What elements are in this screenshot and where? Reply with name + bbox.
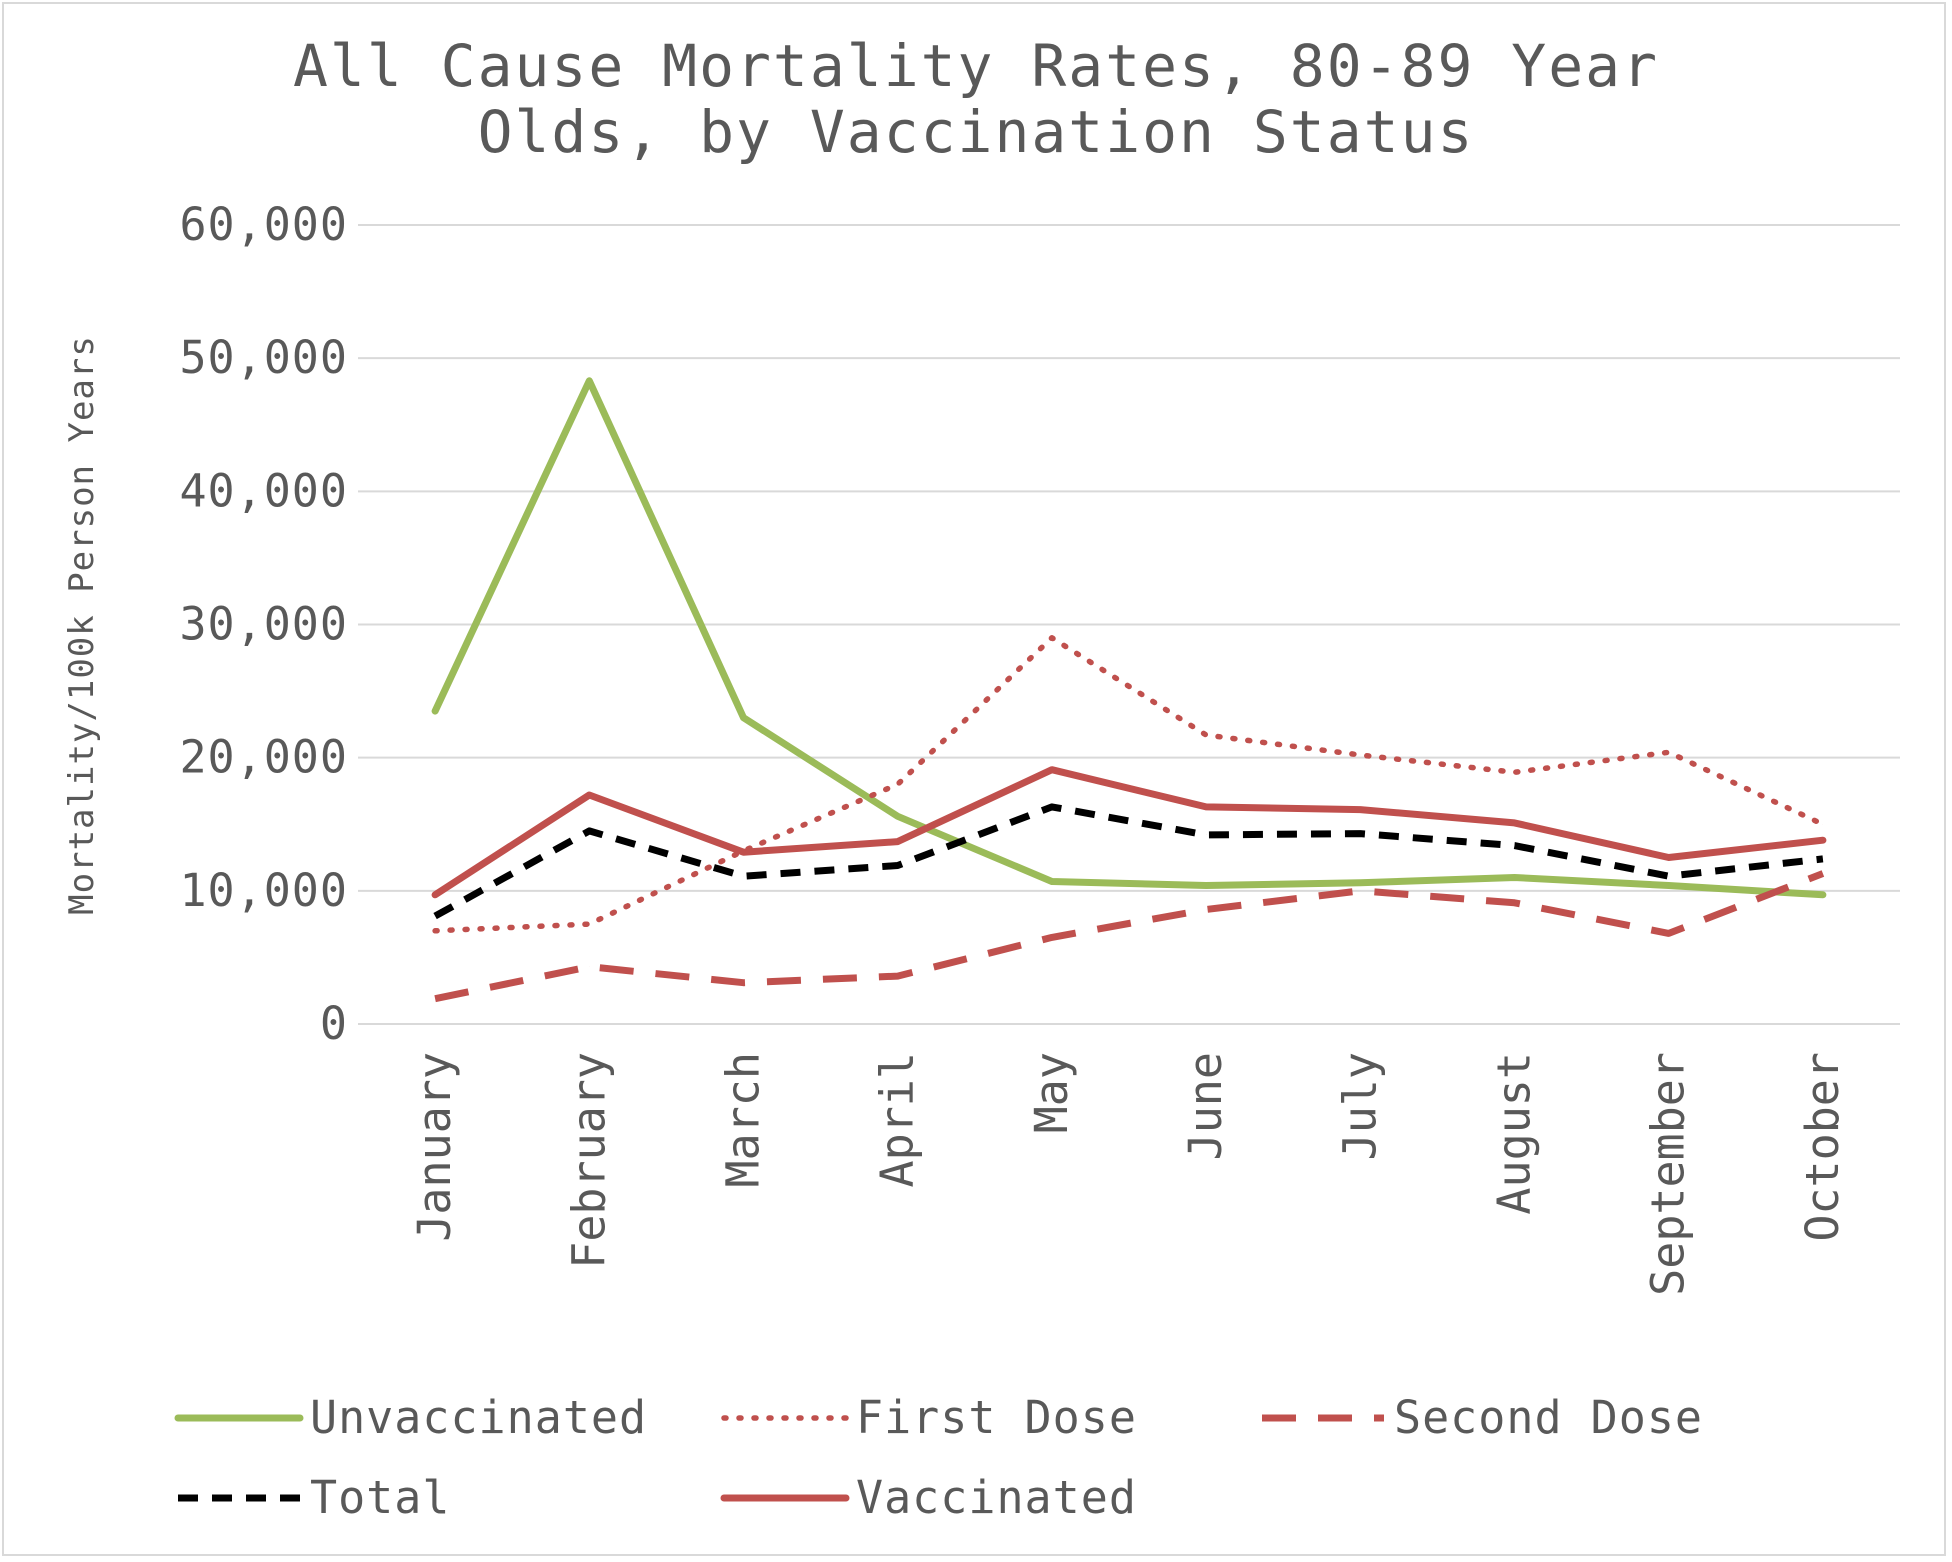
series-line <box>433 803 1824 920</box>
series-line <box>431 766 1827 899</box>
x-tick-label: May <box>1025 1052 1078 1133</box>
x-tick-label: March <box>717 1052 770 1187</box>
y-axis-label: Mortality/100k Person Years <box>62 335 102 915</box>
legend-label: First Dose <box>856 1391 1137 1444</box>
y-tick-label: 20,000 <box>179 731 348 784</box>
legend-label: Total <box>310 1471 450 1524</box>
y-tick-label: 0 <box>320 997 348 1050</box>
y-tick-label: 60,000 <box>179 198 348 251</box>
x-tick-label: February <box>562 1052 615 1269</box>
series-line <box>431 377 1827 899</box>
x-axis-ticks: January February March April May June July Augu… <box>408 1052 1849 1296</box>
x-tick-label: June <box>1179 1052 1232 1160</box>
x-tick-label: April <box>871 1052 924 1187</box>
y-tick-label: 30,000 <box>179 598 348 651</box>
legend-label: Second Dose <box>1394 1391 1703 1444</box>
y-tick-label: 10,000 <box>179 864 348 917</box>
chart-title-line-1: All Cause Mortality Rates, 80-89 Year <box>293 32 1659 100</box>
x-tick-label: September <box>1642 1052 1695 1296</box>
y-tick-label: 50,000 <box>179 331 348 384</box>
series-line <box>434 870 1825 1003</box>
legend-label: Vaccinated <box>856 1471 1137 1524</box>
y-axis-ticks: 0 10,000 20,000 30,000 40,000 50,000 60,000 <box>179 198 348 1050</box>
x-tick-label: January <box>408 1052 461 1242</box>
series-line <box>432 635 1826 934</box>
series-lines <box>431 377 1827 1003</box>
legend: Unvaccinated First Dose Second Dose Total Va… <box>174 1391 1703 1524</box>
legend-label: Unvaccinated <box>310 1391 647 1444</box>
x-tick-label: July <box>1333 1052 1386 1160</box>
gridlines <box>358 224 1900 1025</box>
chart-title-line-2: Olds, by Vaccination Status <box>478 98 1475 166</box>
y-tick-label: 40,000 <box>179 464 348 517</box>
x-tick-label: October <box>1796 1052 1849 1242</box>
x-tick-label: August <box>1488 1052 1541 1215</box>
